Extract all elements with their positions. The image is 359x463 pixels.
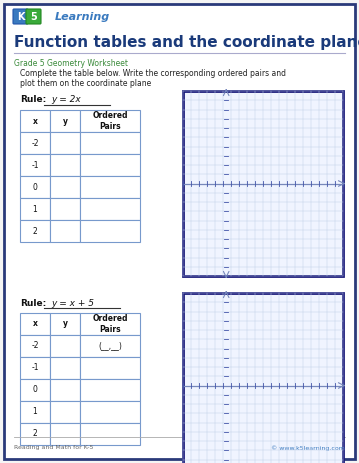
Text: K: K	[17, 12, 24, 22]
Text: 0: 0	[33, 182, 37, 192]
Bar	[80, 423, 140, 445]
Text: (__,__): (__,__)	[98, 342, 122, 350]
Bar	[183, 91, 343, 276]
Bar	[50, 423, 80, 445]
Text: 2: 2	[33, 430, 37, 438]
Text: -2: -2	[31, 342, 39, 350]
Bar	[50, 132, 80, 154]
Text: -1: -1	[31, 363, 39, 373]
Bar	[20, 335, 50, 357]
Text: 5: 5	[30, 12, 37, 22]
Text: Learning: Learning	[55, 12, 110, 22]
Bar	[50, 335, 80, 357]
Text: 0: 0	[33, 386, 37, 394]
Text: y = 2x: y = 2x	[51, 95, 81, 105]
Bar	[50, 176, 80, 198]
Text: Ordered
Pairs: Ordered Pairs	[92, 111, 128, 131]
Bar	[80, 379, 140, 401]
Text: Rule:: Rule:	[20, 95, 46, 105]
Text: -1: -1	[31, 161, 39, 169]
Text: y: y	[62, 319, 67, 329]
Bar	[50, 110, 80, 132]
Text: y: y	[62, 117, 67, 125]
Text: x: x	[33, 117, 37, 125]
Bar	[20, 220, 50, 242]
Text: 2: 2	[33, 226, 37, 236]
Bar	[50, 313, 80, 335]
Bar	[20, 176, 50, 198]
Bar	[183, 293, 343, 463]
Bar	[20, 423, 50, 445]
Text: Function tables and the coordinate plane: Function tables and the coordinate plane	[14, 35, 359, 50]
Bar	[50, 401, 80, 423]
Text: y = x + 5: y = x + 5	[51, 299, 94, 307]
Bar	[50, 198, 80, 220]
Text: Rule:: Rule:	[20, 299, 46, 307]
Bar	[20, 401, 50, 423]
Bar	[80, 313, 140, 335]
Bar	[80, 198, 140, 220]
Text: Ordered
Pairs: Ordered Pairs	[92, 314, 128, 334]
Bar	[50, 379, 80, 401]
Bar	[80, 132, 140, 154]
Bar	[50, 220, 80, 242]
Bar	[20, 132, 50, 154]
Bar	[20, 379, 50, 401]
FancyBboxPatch shape	[13, 9, 28, 24]
Text: Reading and Math for K-5: Reading and Math for K-5	[14, 445, 93, 450]
Bar	[80, 357, 140, 379]
Bar	[50, 357, 80, 379]
Text: 1: 1	[33, 407, 37, 417]
Bar	[20, 313, 50, 335]
Bar	[80, 154, 140, 176]
Bar	[80, 110, 140, 132]
Text: -2: -2	[31, 138, 39, 148]
Text: x: x	[33, 319, 37, 329]
Bar	[20, 154, 50, 176]
FancyBboxPatch shape	[26, 9, 41, 24]
Bar	[80, 220, 140, 242]
Bar	[20, 357, 50, 379]
Bar	[80, 335, 140, 357]
Text: © www.k5learning.com: © www.k5learning.com	[271, 445, 345, 451]
Text: Complete the table below. Write the corresponding ordered pairs and: Complete the table below. Write the corr…	[20, 69, 286, 79]
Bar	[20, 198, 50, 220]
Bar	[20, 110, 50, 132]
Bar	[80, 176, 140, 198]
Text: 1: 1	[33, 205, 37, 213]
Text: Grade 5 Geometry Worksheet: Grade 5 Geometry Worksheet	[14, 58, 128, 68]
Bar	[50, 154, 80, 176]
Bar	[80, 401, 140, 423]
Text: plot them on the coordinate plane: plot them on the coordinate plane	[20, 79, 151, 88]
